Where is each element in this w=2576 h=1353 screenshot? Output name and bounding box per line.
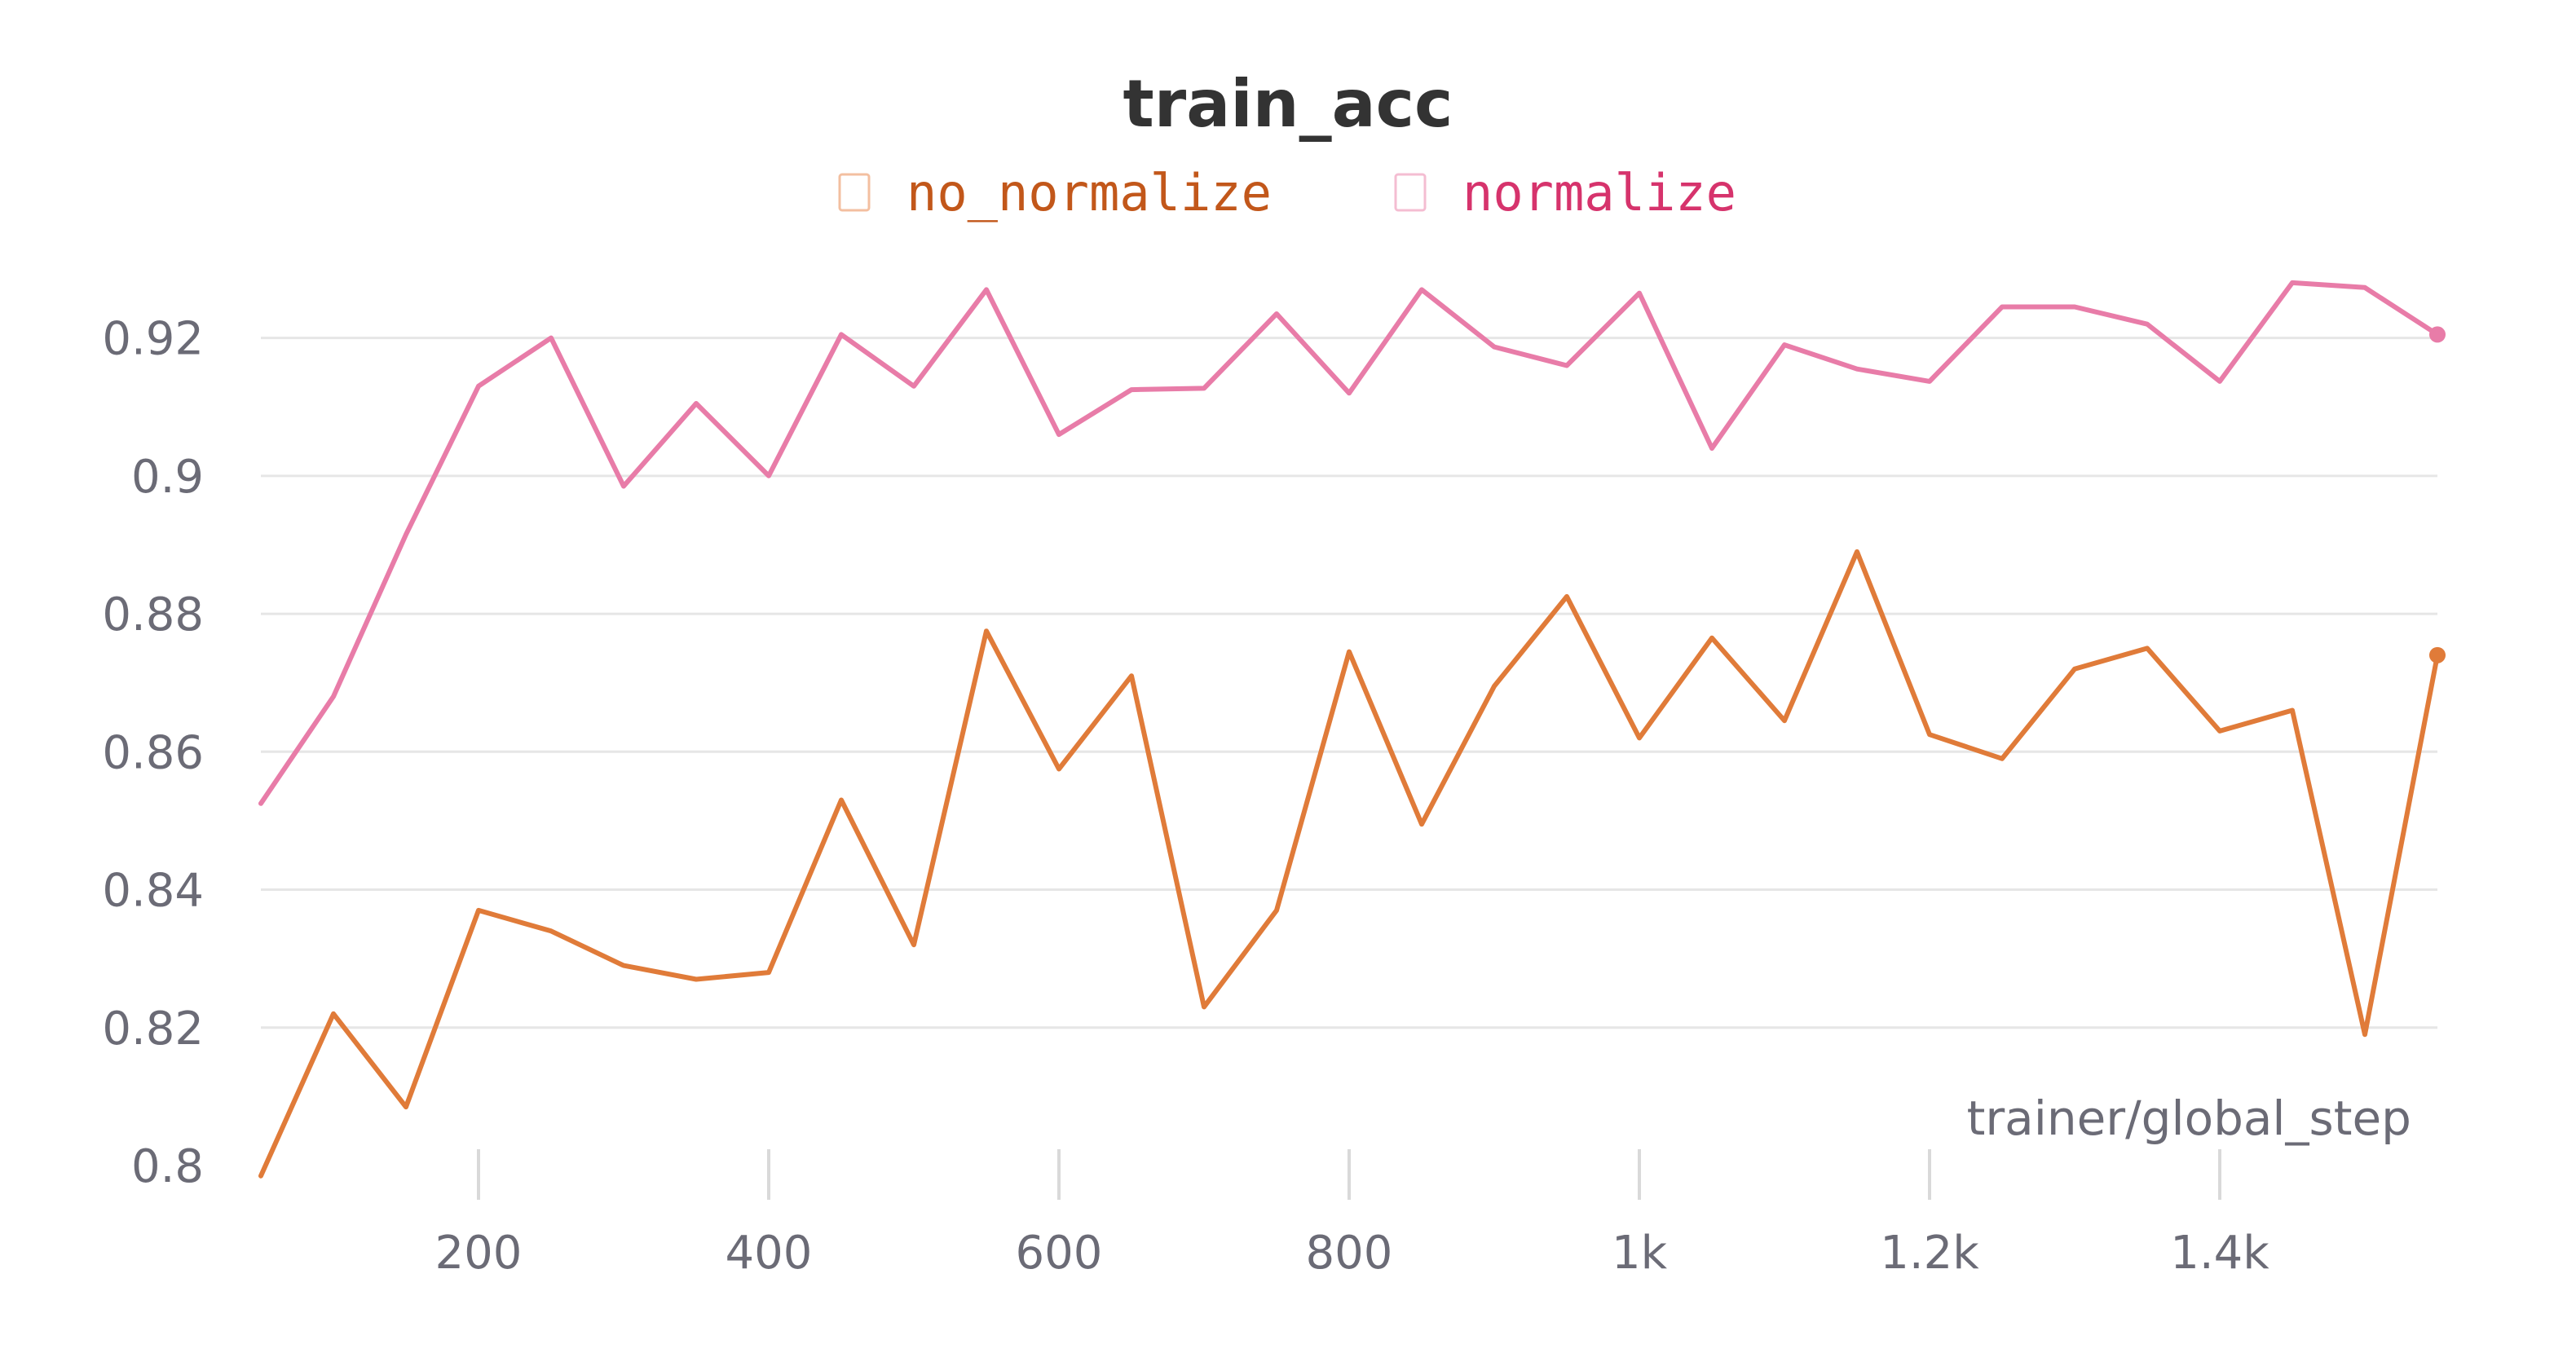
grid-lines	[261, 337, 2437, 1029]
legend-item-no-normalize[interactable]: no_normalize	[838, 163, 1272, 223]
y-tick-label-1: 0.82	[102, 1003, 204, 1056]
y-tick-label-4: 0.88	[102, 588, 204, 641]
x-tick-label-3: 800	[1306, 1227, 1393, 1280]
x-tick-label-0: 200	[435, 1227, 523, 1280]
x-tick-label-5: 1.2k	[1880, 1227, 1979, 1280]
x-axis-label: trainer/global_step	[1967, 1091, 2411, 1146]
x-tick-label-6: 1.4k	[2170, 1227, 2269, 1280]
legend-label-no-normalize: no_normalize	[906, 163, 1272, 223]
series-end-point-no-normalize[interactable]	[2429, 646, 2446, 663]
x-tick-label-4: 1k	[1612, 1227, 1668, 1280]
y-tick-label-0: 0.8	[131, 1140, 204, 1193]
x-axis-ticks: 200 400 600 800 1k 1.2k 1.4k	[435, 1149, 2269, 1280]
y-axis-ticks: 0.8 0.82 0.84 0.86 0.88 0.9 0.92	[102, 313, 204, 1193]
series-end-point-normalize[interactable]	[2429, 326, 2446, 343]
legend-swatch-no-normalize	[838, 173, 871, 212]
legend-label-normalize: normalize	[1462, 163, 1736, 223]
y-tick-label-5: 0.9	[131, 451, 204, 504]
series-lines	[258, 280, 2446, 1179]
legend: no_normalize normalize	[838, 163, 1736, 223]
y-tick-label-6: 0.92	[102, 313, 204, 366]
legend-item-normalize[interactable]: normalize	[1394, 163, 1736, 223]
x-tick-label-1: 400	[726, 1227, 813, 1280]
legend-swatch-normalize	[1394, 173, 1427, 212]
x-tick-label-2: 600	[1016, 1227, 1103, 1280]
series-line-no-normalize[interactable]	[258, 549, 2440, 1179]
y-tick-label-3: 0.86	[102, 726, 204, 779]
y-tick-label-2: 0.84	[102, 865, 204, 918]
chart-title: train_acc	[1123, 66, 1453, 142]
series-line-normalize[interactable]	[258, 280, 2440, 806]
